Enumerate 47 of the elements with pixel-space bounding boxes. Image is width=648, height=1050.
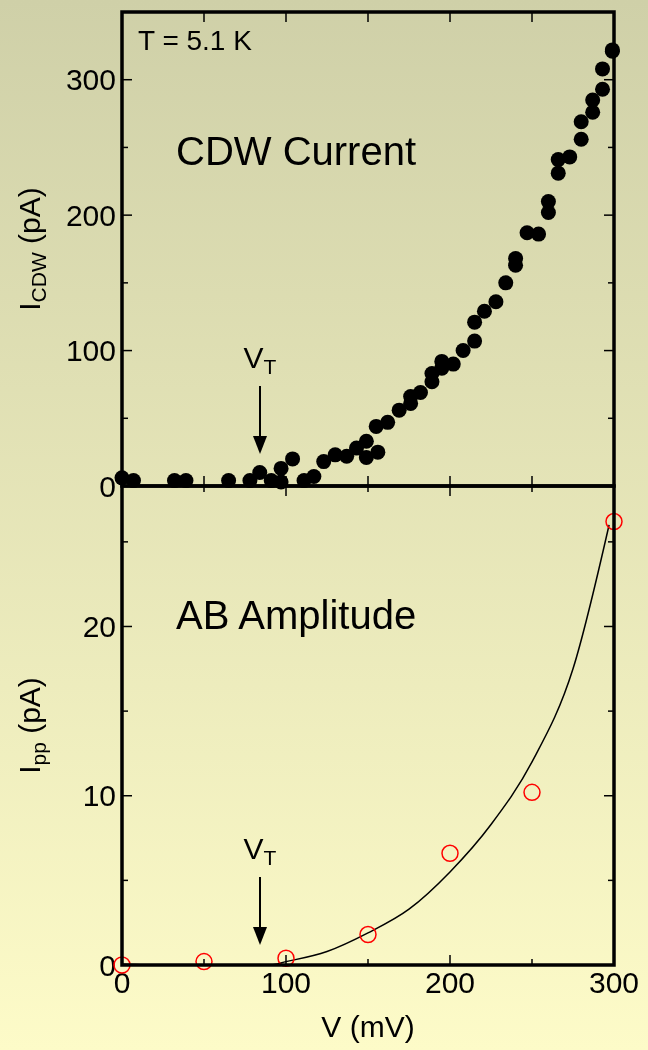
point [412,385,428,401]
annotation: V$_{T}$ [243,832,277,870]
point [195,952,213,971]
point [306,469,322,485]
y-tick-label: 100 [65,334,116,368]
point [252,464,268,480]
point [595,61,611,77]
point [573,114,589,130]
point [358,450,374,466]
point [531,226,547,242]
point [585,92,601,108]
y-tick-label: 20 [82,609,116,643]
point [467,314,483,330]
point [316,454,332,470]
point [550,165,566,181]
point [358,433,374,449]
point [476,303,492,319]
text: CDW Current [176,129,417,173]
text: AB Amplitude [176,593,417,637]
point [380,414,396,430]
point [339,448,355,464]
annotation: T = 5.1 K [138,25,253,56]
point [285,451,301,467]
point [488,294,504,310]
y-tick-label: 300 [65,63,116,97]
point [370,444,386,460]
y-tick-label: 200 [65,198,116,232]
point [391,402,407,418]
y-tick-label: 10 [82,779,116,813]
point [605,512,623,531]
point [273,460,289,476]
point [585,104,601,120]
point [455,343,471,359]
x-tick-label: 200 [424,966,476,999]
point [562,149,578,165]
x-tick-label: 300 [588,966,640,999]
y-tick-label: 0 [99,469,116,503]
point [498,275,514,291]
point [523,783,541,802]
point [441,844,459,863]
point [573,131,589,147]
annotation: V$_{T}$ [243,341,277,379]
point [467,333,483,349]
x-tick-label: 100 [260,966,312,999]
point [595,81,611,97]
x-axis-title: V (mV) [321,1010,415,1043]
point [359,925,377,944]
